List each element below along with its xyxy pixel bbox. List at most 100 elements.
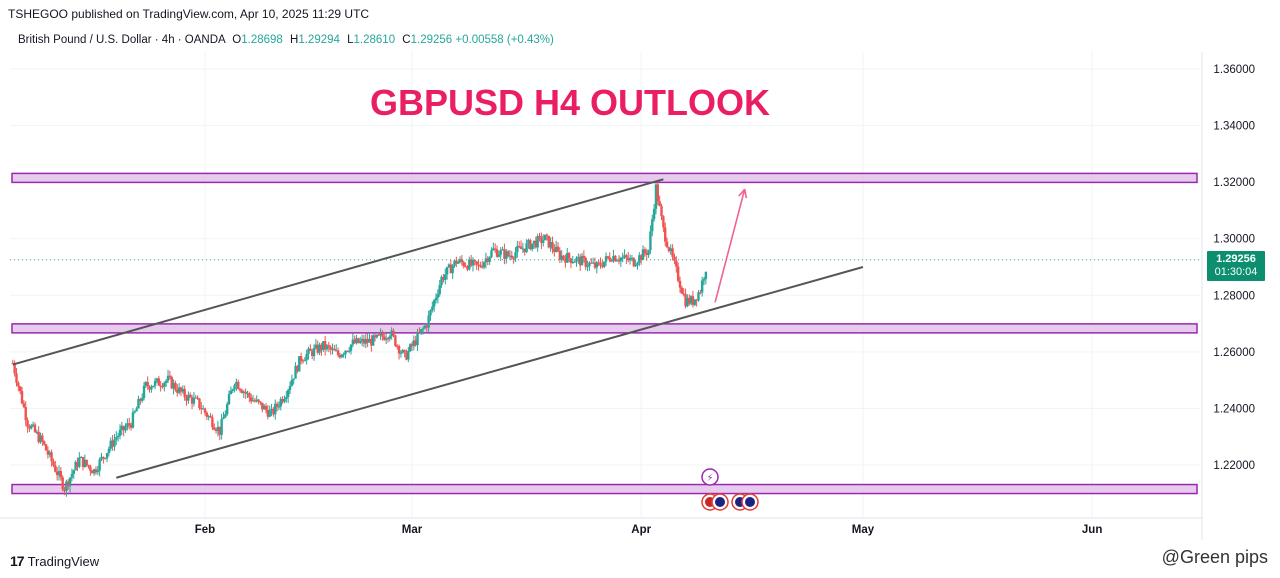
candle-body [201, 408, 205, 410]
candle-body [224, 414, 227, 418]
candle-body [85, 459, 88, 466]
candlestick-series [11, 181, 708, 497]
candle-body [220, 419, 223, 435]
candle-body [68, 477, 72, 487]
y-tick-label: 1.30000 [1213, 234, 1255, 246]
candle-body [516, 246, 519, 253]
event-icons[interactable]: ⚡ [701, 468, 759, 511]
candle-body [163, 382, 166, 387]
candle-body [142, 385, 146, 399]
candle-body [521, 248, 525, 250]
candle-body [591, 262, 595, 264]
candle-body [30, 425, 33, 429]
candle-body [368, 338, 371, 343]
candle-body [240, 390, 244, 394]
candle-body [634, 264, 637, 267]
candle-body [610, 260, 613, 262]
candle-body [272, 408, 275, 415]
candle-body [475, 261, 478, 265]
candle-body [250, 397, 253, 402]
candle-body [407, 350, 410, 360]
candle-body [44, 444, 48, 451]
candle-body [636, 262, 639, 265]
candle-body [506, 251, 510, 257]
candle-body [649, 231, 652, 251]
y-tick-label: 1.22000 [1213, 460, 1255, 472]
candle-body [150, 387, 153, 390]
candle-body [135, 408, 138, 412]
candle-body [261, 402, 264, 410]
candle-body [529, 240, 532, 250]
candle-body [275, 403, 279, 407]
candle-body [684, 293, 687, 307]
candle-body [643, 249, 647, 254]
candle-body [532, 240, 536, 244]
candle-body [468, 259, 471, 270]
candle-body [116, 435, 120, 438]
candle-body [580, 255, 584, 266]
candle-body [388, 336, 392, 339]
candle-body [155, 378, 159, 381]
candle-body [55, 471, 59, 476]
candle-body [436, 294, 440, 298]
drawing-lines [10, 178, 1200, 479]
candle-body [614, 255, 617, 262]
candle-body [578, 256, 582, 266]
candle-body [669, 248, 672, 252]
candle-body [35, 431, 39, 433]
candle-body [50, 452, 53, 462]
candle-body [676, 266, 680, 281]
candle-body [281, 398, 284, 402]
candle-body [225, 404, 229, 415]
candle-body [285, 397, 288, 399]
candle-body [582, 255, 586, 259]
candle-body [503, 249, 506, 259]
candle-body [205, 412, 209, 417]
candle-body [61, 477, 64, 490]
candle-body [148, 386, 151, 390]
candle-body [497, 254, 501, 257]
candle-body [457, 261, 460, 264]
projection-arrow [714, 189, 746, 303]
candle-body [508, 255, 512, 257]
candle-body [371, 335, 375, 346]
candle-body [98, 459, 101, 471]
candle-body [530, 243, 534, 250]
candle-body [556, 246, 560, 251]
candle-body [431, 306, 434, 311]
candle-body [514, 252, 517, 259]
candle-body [15, 373, 18, 383]
candle-body [72, 470, 75, 474]
candle-body [673, 256, 676, 261]
candle-body [471, 260, 475, 266]
candle-body [207, 416, 210, 418]
candle-body [41, 435, 44, 442]
candle-body [111, 440, 114, 447]
candle-body [257, 399, 260, 402]
candle-body [466, 266, 469, 270]
candle-body [335, 350, 338, 352]
candle-body [52, 461, 55, 466]
candle-body [697, 292, 700, 301]
zone-band [11, 483, 1198, 495]
bar-countdown: 01:30:04 [1214, 265, 1258, 278]
candle-body [253, 400, 257, 402]
candle-body [54, 465, 57, 472]
candle-body [403, 350, 406, 353]
candle-body [140, 398, 144, 401]
candle-body [67, 481, 70, 487]
grid-lines [0, 52, 1203, 540]
high-key: H [290, 34, 299, 46]
tradingview-logo[interactable]: 17 TradingView [10, 553, 99, 569]
candle-body [630, 257, 634, 259]
candle-body [351, 339, 355, 345]
candle-body [386, 338, 390, 340]
candle-body [689, 296, 693, 304]
candle-body [449, 264, 453, 274]
candle-body [654, 184, 658, 209]
candle-body [425, 325, 428, 328]
candle-body [124, 427, 127, 431]
candle-body [445, 267, 449, 275]
candle-body [298, 356, 301, 372]
